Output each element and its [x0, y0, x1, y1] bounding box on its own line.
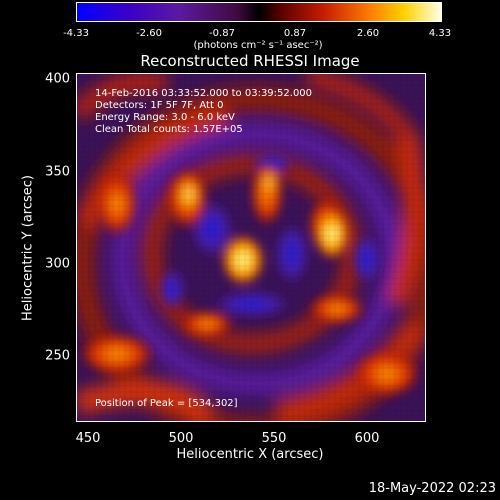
colorbar-tick: -2.60 — [136, 28, 162, 39]
y-tick: 250 — [45, 348, 70, 364]
x-tick: 550 — [261, 431, 287, 446]
annotation-detectors: Detectors: 1F 5F 7F, Att 0 — [95, 100, 224, 111]
colorbar-units: (photons cm⁻² s⁻¹ asec⁻²) — [193, 40, 323, 51]
colorbar-tick: -4.33 — [63, 28, 89, 39]
annotation-time-range: 14-Feb-2016 03:33:52.000 to 03:39:52.000 — [95, 88, 313, 99]
annotation-clean: Clean Total counts: 1.57E+05 — [95, 124, 243, 135]
x-tick: 500 — [168, 431, 194, 446]
colorbar-tick: 4.33 — [428, 28, 452, 39]
annotation-energy: Energy Range: 3.0 - 6.0 keV — [95, 112, 235, 123]
colorbar — [76, 2, 442, 22]
colorbar-tick: -0.87 — [209, 28, 235, 39]
rhessi-image — [76, 73, 426, 422]
x-tick: 450 — [75, 431, 101, 446]
y-axis-label: Heliocentric Y (arcsec) — [20, 175, 36, 321]
annotation-peak: Position of Peak = [534,302] — [95, 398, 238, 409]
x-axis-label: Heliocentric X (arcsec) — [176, 447, 324, 462]
x-tick: 600 — [354, 431, 380, 446]
y-tick: 300 — [45, 256, 70, 272]
y-tick: 400 — [45, 71, 70, 87]
y-tick: 350 — [45, 164, 70, 180]
colorbar-tick: 2.60 — [356, 28, 380, 39]
plot-title: Reconstructed RHESSI Image — [140, 52, 360, 70]
render-timestamp: 18-May-2022 02:23 — [368, 481, 496, 496]
colorbar-tick: 0.87 — [283, 28, 307, 39]
